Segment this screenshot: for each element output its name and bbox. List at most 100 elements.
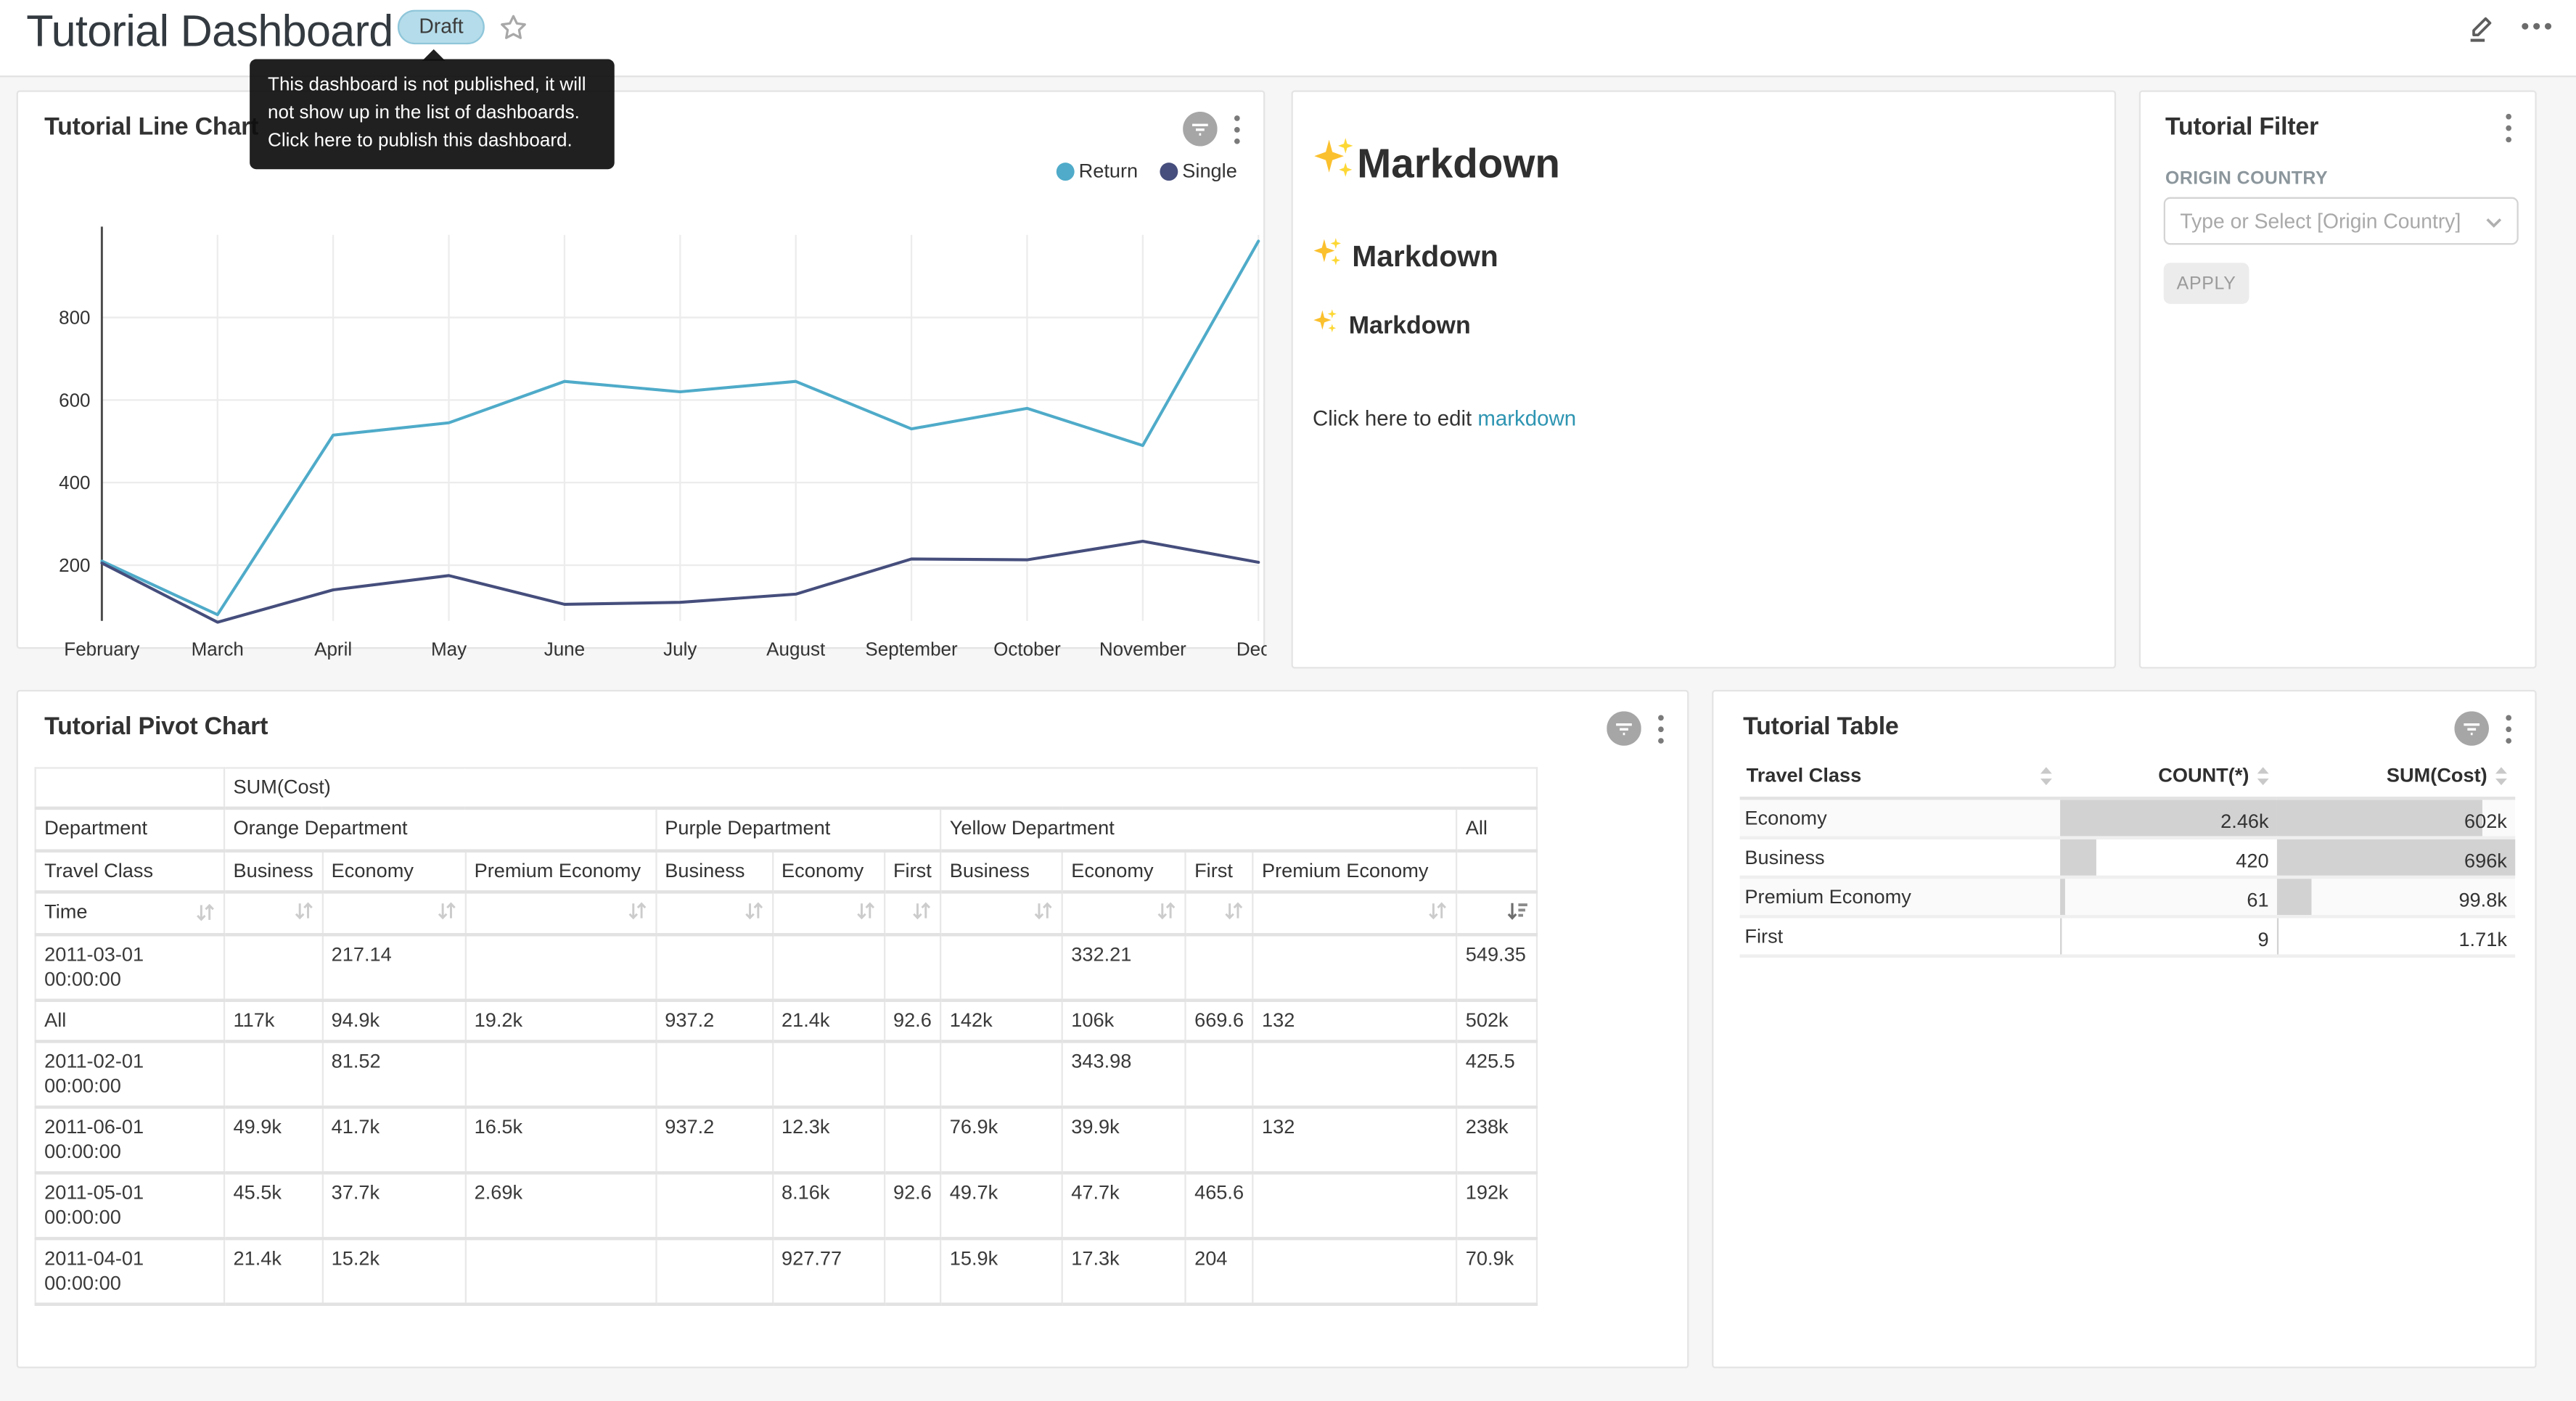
pivot-cell	[885, 1238, 941, 1305]
pivot-cell: 192k	[1456, 1173, 1537, 1239]
more-actions-icon[interactable]	[2520, 11, 2553, 52]
pivot-cell: 92.6	[885, 1001, 941, 1042]
svg-text:400: 400	[59, 472, 90, 493]
markdown-h1: Markdown	[1313, 135, 2091, 196]
pivot-cell: 81.52	[322, 1041, 465, 1107]
pivot-data-row: 2011-05-01 00:00:0045.5k37.7k2.69k8.16k9…	[36, 1173, 1538, 1239]
pivot-dim-time: Time	[44, 900, 87, 925]
pivot-metric-label: SUM(Cost)	[224, 768, 1537, 808]
markdown-h2: Markdown	[1313, 235, 2091, 279]
pivot-cell: 19.2k	[465, 1001, 656, 1042]
pivot-cell	[1253, 1238, 1457, 1305]
legend-dot	[1056, 162, 1074, 180]
travel-class-table: Travel ClassCOUNT(*)SUM(Cost)Economy2.46…	[1740, 757, 2516, 958]
cell-sum: 696k	[2277, 838, 2515, 877]
cell-travel-class: Premium Economy	[1740, 877, 2060, 916]
pivot-cell	[773, 1041, 885, 1107]
col-header-count[interactable]: COUNT(*)	[2060, 757, 2277, 799]
pivot-cell: 94.9k	[322, 1001, 465, 1042]
table-row: Economy2.46k602k	[1740, 798, 2516, 837]
pivot-cell: 21.4k	[773, 1001, 885, 1042]
edit-markdown-link[interactable]: markdown	[1477, 406, 1576, 430]
pivot-table: SUM(Cost)DepartmentOrange DepartmentPurp…	[35, 767, 1538, 1306]
pivot-cell: 45.5k	[224, 1173, 322, 1239]
table-card: Tutorial Table Travel ClassCOUNT(*)SUM(C…	[1712, 690, 2537, 1368]
sparkles-icon	[1313, 235, 1344, 279]
svg-text:February: February	[64, 638, 139, 660]
sort-icon[interactable]	[437, 900, 456, 921]
sort-icon[interactable]	[195, 902, 215, 923]
kebab-menu-icon[interactable]	[2503, 712, 2514, 753]
kebab-menu-icon[interactable]	[2503, 112, 2514, 153]
pivot-row-label: 2011-05-01 00:00:00	[36, 1173, 224, 1239]
pivot-cell: 217.14	[322, 934, 465, 1001]
pivot-cell	[1253, 1173, 1457, 1239]
kebab-menu-icon[interactable]	[1232, 112, 1242, 154]
origin-country-select[interactable]: Type or Select [Origin Country]	[2164, 197, 2519, 245]
sort-icon[interactable]	[912, 900, 932, 921]
line-chart-title: Tutorial Line Chart	[44, 113, 258, 141]
sort-icon[interactable]	[294, 900, 313, 921]
sort-icon[interactable]	[627, 900, 647, 921]
pivot-cell: 425.5	[1456, 1041, 1537, 1107]
pivot-cell: 117k	[224, 1001, 322, 1042]
pivot-cell	[773, 934, 885, 1001]
pivot-cell	[1253, 1041, 1457, 1107]
draft-status-badge[interactable]: Draft	[398, 10, 485, 45]
column-sort-icon[interactable]	[2039, 765, 2054, 786]
pivot-cell	[940, 934, 1062, 1001]
pivot-card-icons	[1607, 711, 1666, 754]
sort-desc-icon[interactable]	[1506, 900, 1527, 921]
pivot-class-header	[1456, 851, 1537, 892]
legend-label: Return	[1079, 160, 1139, 183]
pivot-cell	[1186, 934, 1253, 1001]
filter-indicator-icon[interactable]	[2454, 711, 2489, 754]
sort-icon[interactable]	[744, 900, 763, 921]
filter-indicator-icon[interactable]	[1607, 711, 1641, 754]
legend-item-single[interactable]: Single	[1160, 160, 1237, 183]
pivot-cell: 132	[1253, 1107, 1457, 1173]
pivot-cell: 465.6	[1186, 1173, 1253, 1239]
pivot-cell	[885, 934, 941, 1001]
pivot-cell: 142k	[940, 1001, 1062, 1042]
chevron-down-icon	[2485, 210, 2502, 233]
pivot-data-row: 2011-06-01 00:00:0049.9k41.7k16.5k937.21…	[36, 1107, 1538, 1173]
sort-icon[interactable]	[1033, 900, 1053, 921]
sort-icon[interactable]	[1224, 900, 1244, 921]
filter-card: Tutorial Filter ORIGIN COUNTRY Type or S…	[2139, 91, 2537, 669]
legend-item-return[interactable]: Return	[1056, 160, 1138, 183]
cell-travel-class: Business	[1740, 838, 2060, 877]
sort-icon[interactable]	[1428, 900, 1448, 921]
column-sort-icon[interactable]	[2494, 765, 2509, 786]
svg-text:August: August	[766, 638, 826, 660]
pivot-cell: 15.9k	[940, 1238, 1062, 1305]
col-header-travel-class[interactable]: Travel Class	[1740, 757, 2060, 799]
markdown-paragraph-text: Click here to edit	[1313, 406, 1477, 430]
cell-travel-class: First	[1740, 916, 2060, 956]
favorite-star-icon[interactable]	[498, 12, 530, 44]
filter-indicator-icon[interactable]	[1183, 112, 1218, 155]
pivot-class-header: Business	[656, 851, 773, 892]
pivot-class-header: Premium Economy	[1253, 851, 1457, 892]
pivot-cell	[465, 1041, 656, 1107]
pivot-class-header: Business	[940, 851, 1062, 892]
edit-dashboard-icon[interactable]	[2464, 10, 2499, 53]
kebab-menu-icon[interactable]	[1656, 712, 1666, 753]
header-actions	[2464, 10, 2553, 53]
col-header-sum-cost[interactable]: SUM(Cost)	[2277, 757, 2515, 799]
sort-icon[interactable]	[856, 900, 875, 921]
pivot-cell	[656, 1238, 773, 1305]
column-sort-icon[interactable]	[2256, 765, 2271, 786]
markdown-h1-text: Markdown	[1357, 141, 1560, 189]
svg-text:November: November	[1099, 638, 1186, 660]
sort-icon[interactable]	[1157, 900, 1176, 921]
pivot-cell: 16.5k	[465, 1107, 656, 1173]
pivot-cell	[1186, 1041, 1253, 1107]
apply-button[interactable]: APPLY	[2164, 263, 2249, 304]
pivot-row-label: 2011-04-01 00:00:00	[36, 1238, 224, 1305]
pivot-class-header: First	[885, 851, 941, 892]
pivot-dim-travel-class: Travel Class	[36, 851, 224, 892]
svg-text:October: October	[993, 638, 1061, 660]
pivot-cell: 343.98	[1062, 1041, 1186, 1107]
pivot-row-label: 2011-06-01 00:00:00	[36, 1107, 224, 1173]
